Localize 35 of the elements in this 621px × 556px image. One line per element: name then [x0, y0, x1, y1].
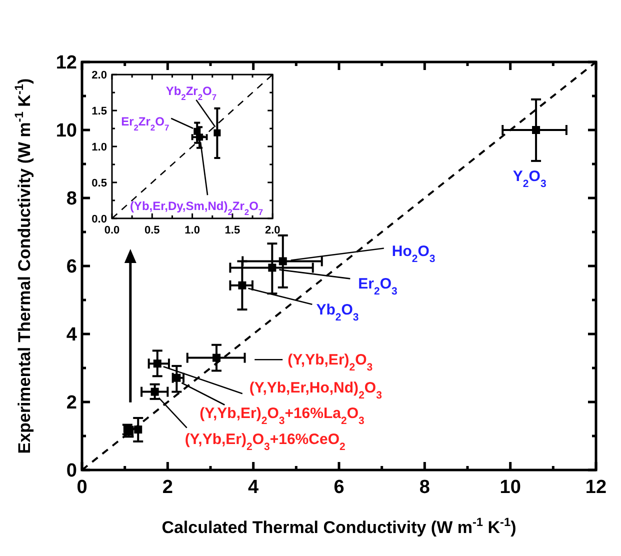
x-tick-label: 1.5 [224, 224, 240, 236]
x-tick-label: 12 [585, 477, 607, 498]
x-axis-title: Calculated Thermal Conductivity (W m$^{-1}$ K$^{-1}$) [162, 515, 516, 537]
annotation: Y$_{2}$O$_{3}$ [512, 168, 546, 190]
y-tick-label: 12 [56, 52, 77, 74]
x-tick-label: 10 [500, 477, 521, 498]
x-tick-label: 0.5 [144, 224, 160, 236]
y-tick-label: 4 [66, 324, 78, 346]
annotation: Yb$_{2}$Zr$_{2}$O$_{7}$ [166, 84, 217, 102]
y-tick-label: 2.0 [92, 69, 107, 82]
x-tick-label: 1.0 [184, 224, 200, 236]
y-tick-label: 0.0 [92, 213, 107, 226]
annotation: (Y,Yb,Er)$_{2}$O$_{3}$ [288, 352, 373, 374]
annotation: Er$_{2}$Zr$_{2}$O$_{7}$ [121, 114, 170, 132]
x-tick-label: 2.0 [264, 224, 280, 236]
x-tick-label: 8 [419, 477, 430, 498]
y-tick-label: 1.5 [92, 105, 107, 118]
annotation: Yb$_{2}$O$_{3}$ [316, 301, 359, 324]
annotation: (Y,Yb,Er)$_{2}$O$_{3}$+16%CeO$_{2}$ [184, 430, 346, 453]
y-tick-label: 8 [66, 188, 77, 210]
y-tick-label: 10 [56, 120, 77, 142]
x-tick-label: 6 [334, 477, 344, 498]
y-tick-label: 0 [66, 460, 77, 482]
annotation: Ho$_{2}$O$_{3}$ [392, 243, 436, 266]
y-tick-label: 0.5 [92, 177, 107, 190]
annotation: (Y,Yb,Er,Ho,Nd)$_{2}$O$_{3}$ [249, 380, 382, 402]
x-tick-label: 2 [162, 477, 173, 498]
y-tick-label: 1.0 [92, 141, 107, 154]
x-tick-label: 0.0 [104, 224, 120, 236]
y-tick-label: 6 [66, 256, 77, 278]
x-tick-label: 4 [248, 477, 260, 498]
annotation: (Y,Yb,Er)$_{2}$O$_{3}$+16%La$_{2}$O$_{3}$ [200, 404, 365, 427]
y-tick-label: 2 [66, 392, 77, 414]
annotation: Er$_{2}$O$_{3}$ [358, 276, 398, 298]
annotation: (Yb,Er,Dy,Sm,Nd)$_{2}$Zr$_{2}$O$_{7}$ [130, 199, 264, 218]
